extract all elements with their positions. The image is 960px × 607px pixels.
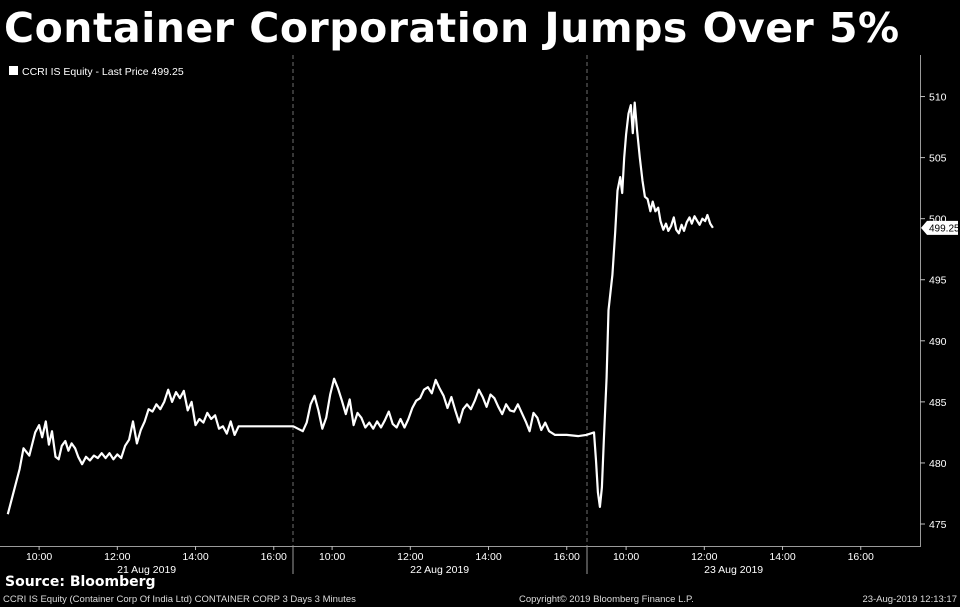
x-tick-label: 16:00	[848, 551, 874, 563]
price-line	[6, 101, 714, 515]
x-tick-label: 10:00	[319, 551, 345, 563]
day-separator-grid	[292, 55, 588, 574]
x-day-label: 23 Aug 2019	[704, 564, 763, 576]
last-price-label: 499.25	[929, 223, 960, 234]
y-axis-line	[920, 55, 921, 547]
x-day-label: 21 Aug 2019	[117, 564, 176, 576]
x-tick-label: 14:00	[475, 551, 501, 563]
y-tick-label: 495	[929, 275, 947, 287]
y-tick-label: 510	[929, 92, 947, 104]
x-tick-label: 10:00	[613, 551, 639, 563]
x-tick-label: 16:00	[261, 551, 287, 563]
footer-copyright: Copyright© 2019 Bloomberg Finance L.P.	[519, 594, 694, 605]
x-tick-label: 14:00	[182, 551, 208, 563]
x-tick-label: 12:00	[691, 551, 717, 563]
x-tick-label: 14:00	[769, 551, 795, 563]
footer-timestamp: 23-Aug-2019 12:13:17	[862, 594, 957, 605]
last-price-tag-shape	[921, 220, 958, 235]
x-tick-label: 12:00	[397, 551, 423, 563]
x-tick-label: 10:00	[26, 551, 52, 563]
y-tick-label: 480	[929, 458, 947, 470]
y-tick-label: 490	[929, 336, 947, 348]
source-label: Source: Bloomberg	[5, 574, 156, 590]
y-tick-label: 505	[929, 153, 947, 165]
y-tick-label: 485	[929, 397, 947, 409]
x-tick-label: 16:00	[554, 551, 580, 563]
x-tick-label: 12:00	[104, 551, 130, 563]
x-day-label: 22 Aug 2019	[410, 564, 469, 576]
x-axis-line	[0, 546, 920, 547]
legend-swatch	[9, 66, 18, 75]
footer-security-description: CCRI IS Equity (Container Corp Of India …	[3, 594, 356, 605]
x-axis-ticks: 10:00 12:00 14:00 16:00 21 Aug 2019 10:00 12:0…	[26, 546, 874, 576]
series-layer	[6, 101, 714, 515]
y-tick-label: 475	[929, 519, 947, 531]
legend-entry: CCRI IS Equity - Last Price 499.25	[22, 66, 184, 78]
legend: CCRI IS Equity - Last Price 499.25	[9, 66, 184, 78]
last-price-tag: 499.25	[921, 220, 960, 235]
headline-title: Container Corporation Jumps Over 5%	[4, 4, 900, 52]
